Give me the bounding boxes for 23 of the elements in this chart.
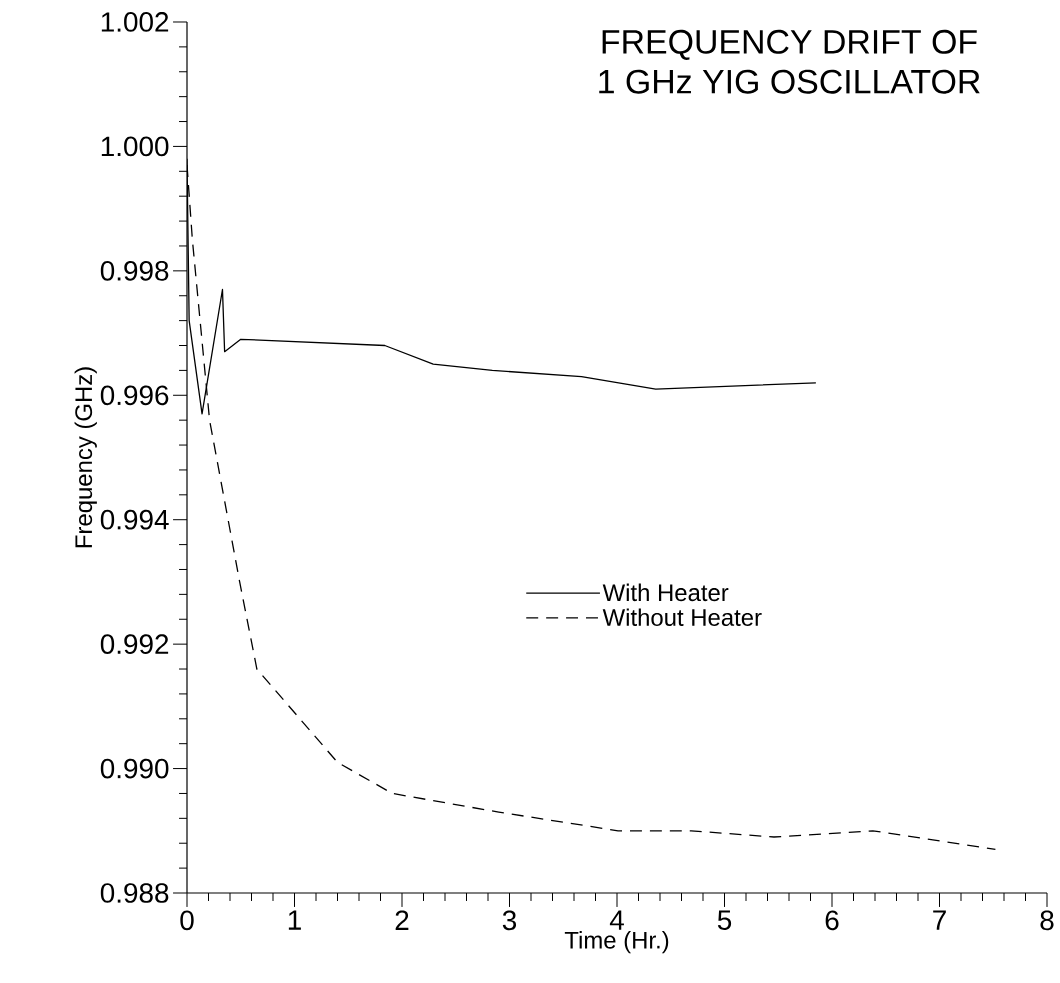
x-tick-label: 4	[609, 910, 624, 930]
chart-title: FREQUENCY DRIFT OF	[602, 29, 977, 60]
legend-label: Without Heater	[602, 608, 762, 626]
x-tick-label: 3	[502, 910, 517, 931]
y-axis-title: Frequency (GHz)	[74, 367, 97, 548]
y-tick-label: 0.992	[100, 634, 169, 655]
x-tick-label: 1	[288, 910, 301, 930]
x-tick-label: 6	[825, 910, 839, 931]
x-tick-label: 2	[395, 910, 409, 930]
y-tick-label: 0.996	[100, 385, 169, 406]
y-tick-label: 0.990	[100, 758, 169, 779]
x-axis-title: Time (Hr.)	[564, 931, 669, 954]
legend-label: With Heater	[602, 583, 729, 602]
x-tick-label: 0	[180, 910, 194, 931]
y-tick-label: 1.000	[101, 136, 169, 157]
y-tick-label: 1.002	[101, 12, 169, 32]
y-tick-label: 0.998	[100, 260, 169, 281]
x-tick-label: 7	[933, 910, 946, 930]
x-tick-label: 8	[1040, 910, 1054, 931]
y-tick-label: 0.994	[100, 509, 169, 530]
x-tick-label: 5	[717, 910, 732, 930]
y-tick-label: 0.988	[100, 883, 169, 903]
text: 1 GHz YIG OSCILLATOR	[599, 69, 980, 94]
